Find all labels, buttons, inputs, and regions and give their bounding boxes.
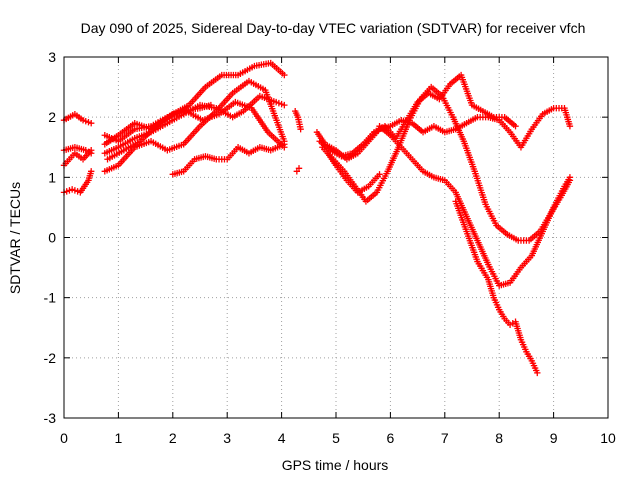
data-point — [88, 119, 95, 127]
plot-frame — [63, 56, 609, 419]
x-axis-label: GPS time / hours — [282, 457, 389, 473]
series-track-p — [324, 150, 383, 196]
x-tick-label: 5 — [332, 430, 340, 446]
data-point — [281, 101, 288, 109]
series-track-d — [60, 168, 95, 196]
x-tick-label: 2 — [169, 430, 177, 446]
series-track-r — [452, 198, 541, 377]
data-point — [566, 174, 574, 181]
data-points — [60, 59, 574, 377]
y-tick-label: -2 — [44, 350, 57, 366]
series-track-i — [101, 77, 288, 175]
series-track-l — [293, 165, 303, 175]
x-tick-label: 9 — [550, 430, 558, 446]
x-tick-label: 4 — [278, 430, 286, 446]
data-point — [376, 171, 383, 178]
series-track-a — [60, 110, 95, 127]
series-track-h — [104, 98, 288, 163]
series-track-k — [292, 107, 304, 133]
data-point — [297, 126, 304, 133]
series-track-c — [60, 147, 95, 169]
y-tick-label: 2 — [48, 109, 56, 125]
series-track-j — [169, 141, 288, 178]
y-tick-label: 3 — [48, 49, 56, 65]
x-tick-label: 3 — [223, 430, 231, 446]
data-point — [281, 71, 288, 79]
data-point — [534, 369, 541, 377]
x-tick-label: 0 — [60, 430, 68, 446]
x-tick-label: 1 — [115, 430, 123, 446]
series-track-q — [376, 122, 574, 289]
y-tick-label: -3 — [44, 410, 57, 426]
y-axis-label: SDTVAR / TECUs — [7, 182, 23, 294]
data-point — [88, 168, 95, 175]
data-point — [281, 141, 288, 148]
x-tick-label: 8 — [495, 430, 503, 446]
grid-lines — [64, 57, 608, 418]
x-tick-label: 7 — [441, 430, 449, 446]
y-tick-label: -1 — [44, 290, 57, 306]
data-point — [566, 122, 574, 130]
chart-title: Day 090 of 2025, Sidereal Day-to-day VTE… — [81, 20, 586, 36]
data-point — [512, 122, 519, 130]
axis-ticks: 0 1 2 3 4 5 6 7 8 9 10 -3 -2 -1 0 1 2 3 — [44, 49, 616, 446]
x-tick-label: 6 — [387, 430, 395, 446]
x-tick-label: 10 — [600, 430, 616, 446]
data-point — [295, 165, 303, 172]
series-track-o — [319, 83, 574, 244]
y-tick-label: 0 — [48, 230, 56, 246]
y-tick-label: 1 — [48, 169, 56, 185]
data-point — [88, 147, 95, 154]
